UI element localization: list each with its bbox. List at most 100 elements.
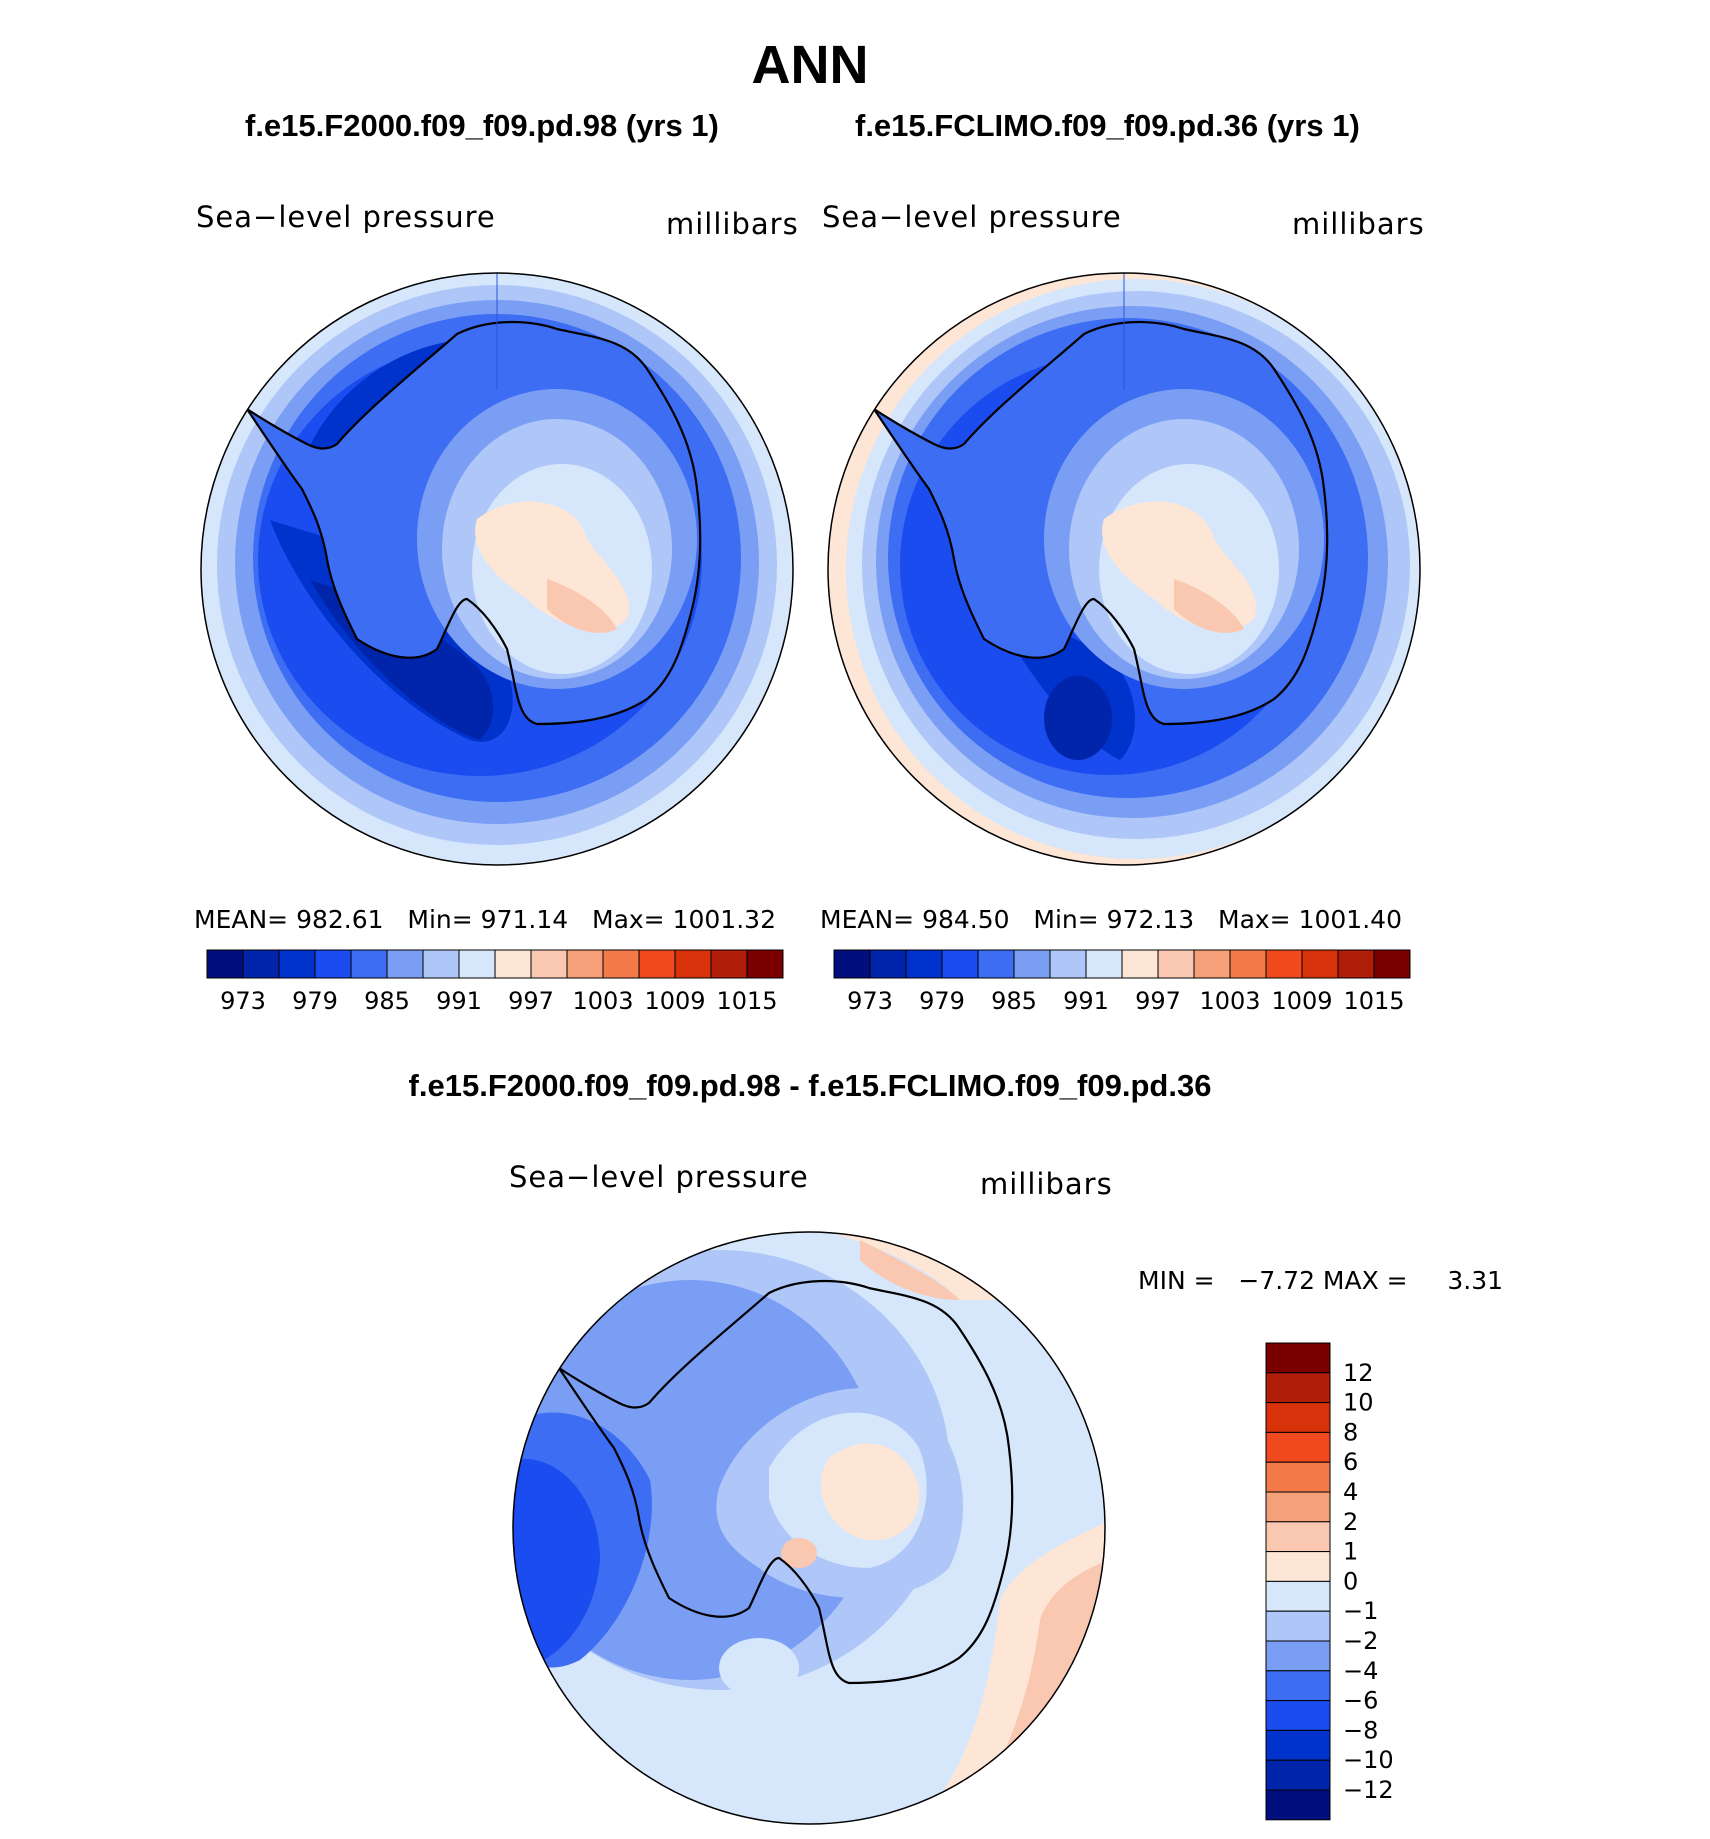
diff-colorbar-tick-label: 0 <box>1343 1567 1358 1595</box>
left-colorbar-swatch <box>566 949 604 979</box>
diff-colorbar-swatch <box>1265 1491 1331 1523</box>
diff-colorbar-tick-label: 4 <box>1343 1478 1358 1506</box>
right-plateau-5 <box>1174 579 1244 633</box>
left-units-label: millibars <box>666 207 799 241</box>
left-colorbar-swatch <box>602 949 640 979</box>
left-colorbar-tick-label: 1009 <box>644 987 705 1015</box>
left-colorbar-swatch <box>422 949 460 979</box>
left-colorbar-swatch <box>386 949 424 979</box>
right-colorbar-tick-label: 985 <box>991 987 1037 1015</box>
left-plateau-5 <box>547 579 617 633</box>
diff-colorbar-tick-label: −12 <box>1343 1776 1394 1804</box>
diff-colorbar-tick-label: −2 <box>1343 1627 1378 1655</box>
diff-ice-3 <box>820 1443 920 1541</box>
right-mean-value: 984.50 <box>922 905 1010 934</box>
left-colorbar-swatch <box>350 949 388 979</box>
diff-panel-title: f.e15.F2000.f09_f09.pd.98 - f.e15.FCLIMO… <box>408 1068 1212 1103</box>
diff-colorbar-swatch <box>1265 1610 1331 1642</box>
diff-ice-4 <box>781 1538 817 1568</box>
right-colorbar-swatch <box>1337 949 1375 979</box>
main-title: ANN <box>751 35 869 95</box>
diff-colorbar-swatch <box>1265 1580 1331 1612</box>
diff-variable-label: Sea−level pressure <box>509 1160 809 1194</box>
left-colorbar-tick-label: 991 <box>436 987 482 1015</box>
right-colorbar-swatch <box>869 949 907 979</box>
left-colorbar-swatch <box>314 949 352 979</box>
diff-map-border <box>512 1231 1106 1825</box>
right-panel-title: f.e15.FCLIMO.f09_f09.pd.36 (yrs 1) <box>855 108 1360 143</box>
left-colorbar-tick-label: 985 <box>364 987 410 1015</box>
left-colorbar-tick-label: 1015 <box>716 987 777 1015</box>
right-low-deep <box>1044 676 1112 760</box>
diff-colorbar-swatch <box>1265 1402 1331 1433</box>
diff-colorbar-tick-label: 6 <box>1343 1448 1358 1476</box>
right-plateau-4 <box>1102 501 1256 630</box>
right-max-value: 1001.40 <box>1298 905 1402 934</box>
left-panel-title: f.e15.F2000.f09_f09.pd.98 (yrs 1) <box>245 108 719 143</box>
diff-ice-5 <box>719 1638 799 1698</box>
diff-colorbar-swatch <box>1265 1342 1331 1374</box>
diff-map <box>513 1232 1105 1824</box>
left-colorbar-swatch <box>494 949 532 979</box>
left-max-value: 1001.32 <box>672 905 776 934</box>
right-min-label: Min= <box>1033 905 1099 934</box>
left-colorbar-swatch <box>638 949 676 979</box>
diff-colorbar-swatch <box>1265 1759 1331 1791</box>
right-colorbar-swatch <box>1229 949 1267 979</box>
left-colorbar-tick-label: 973 <box>220 987 266 1015</box>
diff-colorbar-swatch <box>1265 1700 1331 1731</box>
right-colorbar-swatch <box>1265 949 1303 979</box>
left-colorbar-tick-label: 1003 <box>572 987 633 1015</box>
left-colorbar-swatch <box>242 949 280 979</box>
diff-units-label: millibars <box>980 1167 1113 1201</box>
right-colorbar: 973 979 985 991 997 1003 1009 1015 <box>833 949 1411 1015</box>
right-colorbar-swatch <box>941 949 979 979</box>
right-colorbar-tick-label: 1003 <box>1199 987 1260 1015</box>
right-min-value: 972.13 <box>1106 905 1195 934</box>
right-colorbar-tick-label: 1009 <box>1271 987 1332 1015</box>
left-colorbar: 973 979 985 991 997 1003 1009 1015 <box>206 949 784 1015</box>
diff-colorbar-swatch <box>1265 1372 1331 1404</box>
left-colorbar-tick-label: 979 <box>292 987 338 1015</box>
left-map <box>201 273 793 865</box>
right-map <box>828 273 1420 865</box>
right-colorbar-tick-label: 973 <box>847 987 893 1015</box>
right-stats: MEAN= 984.50 Min= 972.13 Max= 1001.40 <box>820 905 1402 934</box>
right-colorbar-swatch <box>833 949 871 979</box>
right-colorbar-swatch <box>977 949 1015 979</box>
left-colorbar-swatch <box>710 949 748 979</box>
diff-min-max: MIN = −7.72 MAX = 3.31 <box>1138 1266 1504 1295</box>
right-colorbar-tick-label: 979 <box>919 987 965 1015</box>
diff-colorbar-swatch <box>1265 1789 1331 1821</box>
right-colorbar-swatch <box>1193 949 1231 979</box>
right-colorbar-swatch <box>1301 949 1339 979</box>
right-variable-label: Sea−level pressure <box>822 200 1122 234</box>
diff-colorbar-swatch <box>1265 1670 1331 1702</box>
right-map-border <box>827 272 1421 866</box>
left-colorbar-swatch <box>206 949 244 979</box>
diff-colorbar-swatch <box>1265 1551 1331 1582</box>
diff-ice-6 <box>696 1702 772 1754</box>
right-colorbar-swatch <box>1049 949 1087 979</box>
diff-colorbar-swatch <box>1265 1461 1331 1493</box>
diff-colorbar-tick-label: −10 <box>1343 1746 1394 1774</box>
right-colorbar-tick-label: 1015 <box>1343 987 1404 1015</box>
left-colorbar-swatch <box>530 949 568 979</box>
right-colorbar-swatch <box>1121 949 1159 979</box>
diff-colorbar-tick-label: −4 <box>1343 1657 1378 1685</box>
left-colorbar-swatch <box>458 949 496 979</box>
right-colorbar-swatch <box>1013 949 1051 979</box>
diff-colorbar-swatch <box>1265 1640 1331 1672</box>
diff-neg-4 <box>513 1458 600 1670</box>
left-colorbar-swatch <box>278 949 316 979</box>
diff-colorbar-tick-label: −6 <box>1343 1687 1378 1715</box>
diff-colorbar-tick-label: 8 <box>1343 1418 1358 1446</box>
left-colorbar-swatch <box>674 949 712 979</box>
left-min-value: 971.14 <box>480 905 569 934</box>
left-max-label: Max= <box>592 905 665 934</box>
right-units-label: millibars <box>1292 207 1425 241</box>
right-colorbar-swatch <box>905 949 943 979</box>
diff-colorbar-tick-label: 1 <box>1343 1538 1358 1566</box>
left-colorbar-swatch <box>746 949 784 979</box>
